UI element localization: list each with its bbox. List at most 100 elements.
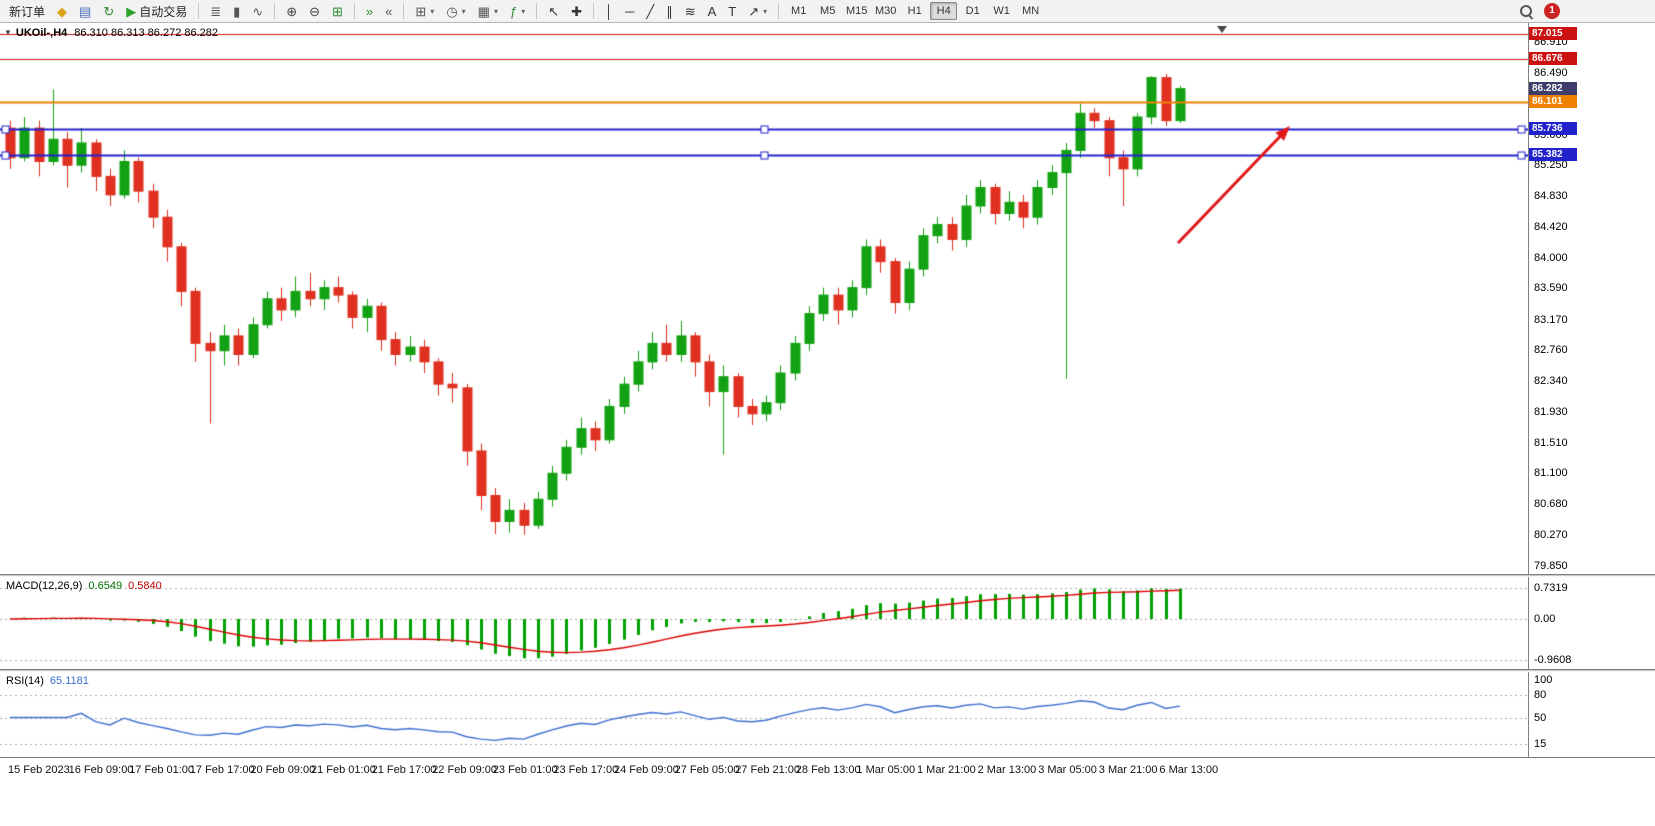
time-axis[interactable]: 15 Feb 2023 16 Feb 09:00 17 Feb 01:00 17 Fe… bbox=[0, 759, 1655, 826]
vertical-line-icon[interactable]: │ bbox=[600, 1, 618, 21]
price-tick-label: 80.680 bbox=[1534, 498, 1568, 511]
tile-windows-icon: ⊞ bbox=[332, 3, 343, 19]
text-icon: A bbox=[707, 3, 717, 19]
time-label: 21 Feb 01:00 bbox=[311, 764, 376, 776]
chart-symbol-period: UKOil-,H4 bbox=[15, 27, 68, 39]
time-label: 1 Mar 05:00 bbox=[856, 764, 916, 776]
chart-shift-icon[interactable]: « bbox=[380, 1, 397, 21]
price-axis[interactable]: 86.91086.49086.08085.66085.25084.83084.4… bbox=[1528, 23, 1655, 759]
rsi-scale-label: 80 bbox=[1534, 689, 1547, 701]
profiles-menu-icon: ◷ bbox=[446, 3, 458, 19]
zoom-out-icon[interactable]: ⊖ bbox=[304, 1, 325, 21]
fibonacci-icon[interactable]: ≋ bbox=[680, 1, 701, 21]
equidistant-channel-icon[interactable]: ∥ bbox=[661, 1, 678, 21]
panel-separator[interactable] bbox=[0, 757, 1655, 759]
bar-chart-icon: ≣ bbox=[210, 3, 222, 19]
auto-trading-button[interactable]: ▶ 自动交易 bbox=[121, 1, 192, 21]
rsi-indicator-panel[interactable] bbox=[0, 672, 1528, 757]
time-label: 21 Feb 17:00 bbox=[371, 764, 437, 776]
macd-main-value: 0.6549 bbox=[88, 580, 123, 592]
crosshair-icon[interactable]: ✚ bbox=[566, 1, 587, 21]
time-label: 27 Feb 21:00 bbox=[735, 764, 801, 776]
crosshair-icon: ✚ bbox=[571, 3, 583, 19]
toolbar-separator bbox=[593, 3, 595, 19]
trendline-icon[interactable]: ╱ bbox=[641, 1, 659, 21]
panel-separator[interactable] bbox=[0, 669, 1655, 672]
toolbar-separator bbox=[274, 3, 276, 19]
toolbar-separator bbox=[353, 3, 355, 19]
timeframe-m30-button[interactable]: M30 bbox=[872, 2, 899, 20]
refresh-icon[interactable]: ↻ bbox=[98, 1, 119, 21]
price-tick-label: 86.490 bbox=[1534, 67, 1568, 80]
timeframe-h4-button[interactable]: H4 bbox=[930, 2, 958, 20]
macd-title: MACD(12,26,9) 0.6549 0.5840 bbox=[6, 580, 162, 592]
price-tick-label: 82.760 bbox=[1534, 344, 1568, 357]
price-marker-85.382: 85.382 bbox=[1529, 148, 1577, 162]
rsi-title: RSI(14) 65.1181 bbox=[6, 675, 89, 687]
current-price-marker: 86.282 bbox=[1529, 81, 1577, 95]
time-label: 3 Mar 21:00 bbox=[1098, 764, 1158, 776]
time-label: 16 Feb 09:00 bbox=[68, 764, 134, 776]
toolbar-buttons: 新订单 ◆ ▤ ↻ ▶ 自动交易 ≣ ▮ ∿ ⊕ ⊖ ⊞» «⊞ ▾ ◷ ▾ ▦ ▾ ƒ ▾ ↖ ✚ │ ─ ╱ ∥ ≋ A T ↗ ▾ M1… bbox=[0, 0, 1044, 22]
price-marker-85.736: 85.736 bbox=[1529, 122, 1577, 136]
auto-scroll-icon: » bbox=[365, 3, 374, 19]
horizontal-line-icon[interactable]: ─ bbox=[620, 1, 639, 21]
timeframe-w1-button[interactable]: W1 bbox=[988, 2, 1015, 20]
text-icon[interactable]: A bbox=[703, 1, 722, 21]
candlestick-chart-icon[interactable]: ▮ bbox=[228, 1, 245, 21]
indicators-icon: ƒ bbox=[509, 3, 518, 19]
macd-scale-label: 0.00 bbox=[1534, 613, 1556, 625]
time-label: 6 Mar 13:00 bbox=[1159, 764, 1219, 776]
bar-chart-icon[interactable]: ≣ bbox=[205, 1, 226, 21]
zoom-in-icon[interactable]: ⊕ bbox=[281, 1, 302, 21]
timeframe-h1-button[interactable]: H1 bbox=[901, 2, 928, 20]
macd-indicator-panel[interactable] bbox=[0, 577, 1528, 669]
timeframe-m15-button[interactable]: M15 bbox=[843, 2, 870, 20]
cursor-icon[interactable]: ↖ bbox=[543, 1, 564, 21]
time-label: 22 Feb 09:00 bbox=[432, 764, 498, 776]
arrows-icon[interactable]: ↗ ▾ bbox=[743, 1, 772, 21]
collapse-chart-icon[interactable]: ▼ bbox=[4, 28, 12, 37]
chevron-down-icon: ▾ bbox=[430, 6, 435, 16]
price-tick-label: 85.250 bbox=[1534, 159, 1568, 172]
time-label: 23 Feb 01:00 bbox=[492, 764, 558, 776]
timeframe-mn-button[interactable]: MN bbox=[1017, 2, 1044, 20]
profiles-icon: ▤ bbox=[79, 3, 92, 19]
toolbar-separator bbox=[778, 3, 780, 19]
price-chart[interactable] bbox=[0, 23, 1528, 574]
toolbar-right: 1 bbox=[1519, 0, 1560, 22]
price-tick-label: 81.100 bbox=[1534, 467, 1568, 480]
text-label-icon[interactable]: T bbox=[723, 1, 741, 21]
new-chart-icon: ⊞ bbox=[415, 3, 427, 19]
timeframe-d1-button[interactable]: D1 bbox=[959, 2, 986, 20]
notifications-badge[interactable]: 1 bbox=[1544, 3, 1560, 19]
auto-scroll-icon[interactable]: » bbox=[361, 1, 378, 21]
time-label: 20 Feb 09:00 bbox=[250, 764, 316, 776]
candlestick-chart-icon: ▮ bbox=[233, 3, 241, 19]
time-label: 2 Mar 13:00 bbox=[977, 764, 1037, 776]
price-tick-label: 82.340 bbox=[1534, 375, 1568, 388]
indicators-icon[interactable]: ƒ ▾ bbox=[505, 1, 530, 21]
panel-separator[interactable] bbox=[0, 574, 1655, 577]
templates-icon[interactable]: ▦ ▾ bbox=[473, 1, 503, 21]
rsi-scale-label: 15 bbox=[1534, 737, 1547, 750]
profiles-menu-icon[interactable]: ◷ ▾ bbox=[441, 1, 470, 21]
price-tick-label: 81.510 bbox=[1534, 436, 1568, 449]
timeframe-m1-button[interactable]: M1 bbox=[785, 2, 812, 20]
tile-windows-icon[interactable]: ⊞ bbox=[327, 1, 348, 21]
price-tick-label: 84.420 bbox=[1534, 220, 1568, 233]
line-chart-icon[interactable]: ∿ bbox=[247, 1, 268, 21]
chevron-down-icon: ▾ bbox=[763, 6, 768, 16]
vertical-line-icon: │ bbox=[605, 3, 614, 19]
price-tick-label: 83.590 bbox=[1534, 282, 1568, 295]
time-label: 1 Mar 21:00 bbox=[917, 764, 976, 776]
new-chart-icon[interactable]: ⊞ ▾ bbox=[410, 1, 439, 21]
timeframe-m5-button[interactable]: M5 bbox=[814, 2, 841, 20]
profiles-icon[interactable]: ▤ bbox=[74, 1, 96, 21]
rsi-label: RSI(14) bbox=[6, 675, 44, 687]
search-icon[interactable] bbox=[1519, 4, 1534, 19]
chart-wizard-icon: ◆ bbox=[57, 3, 68, 19]
new-order-button[interactable]: 新订单 bbox=[4, 1, 50, 21]
chart-wizard-icon[interactable]: ◆ bbox=[52, 1, 72, 21]
equidistant-channel-icon: ∥ bbox=[666, 3, 673, 19]
